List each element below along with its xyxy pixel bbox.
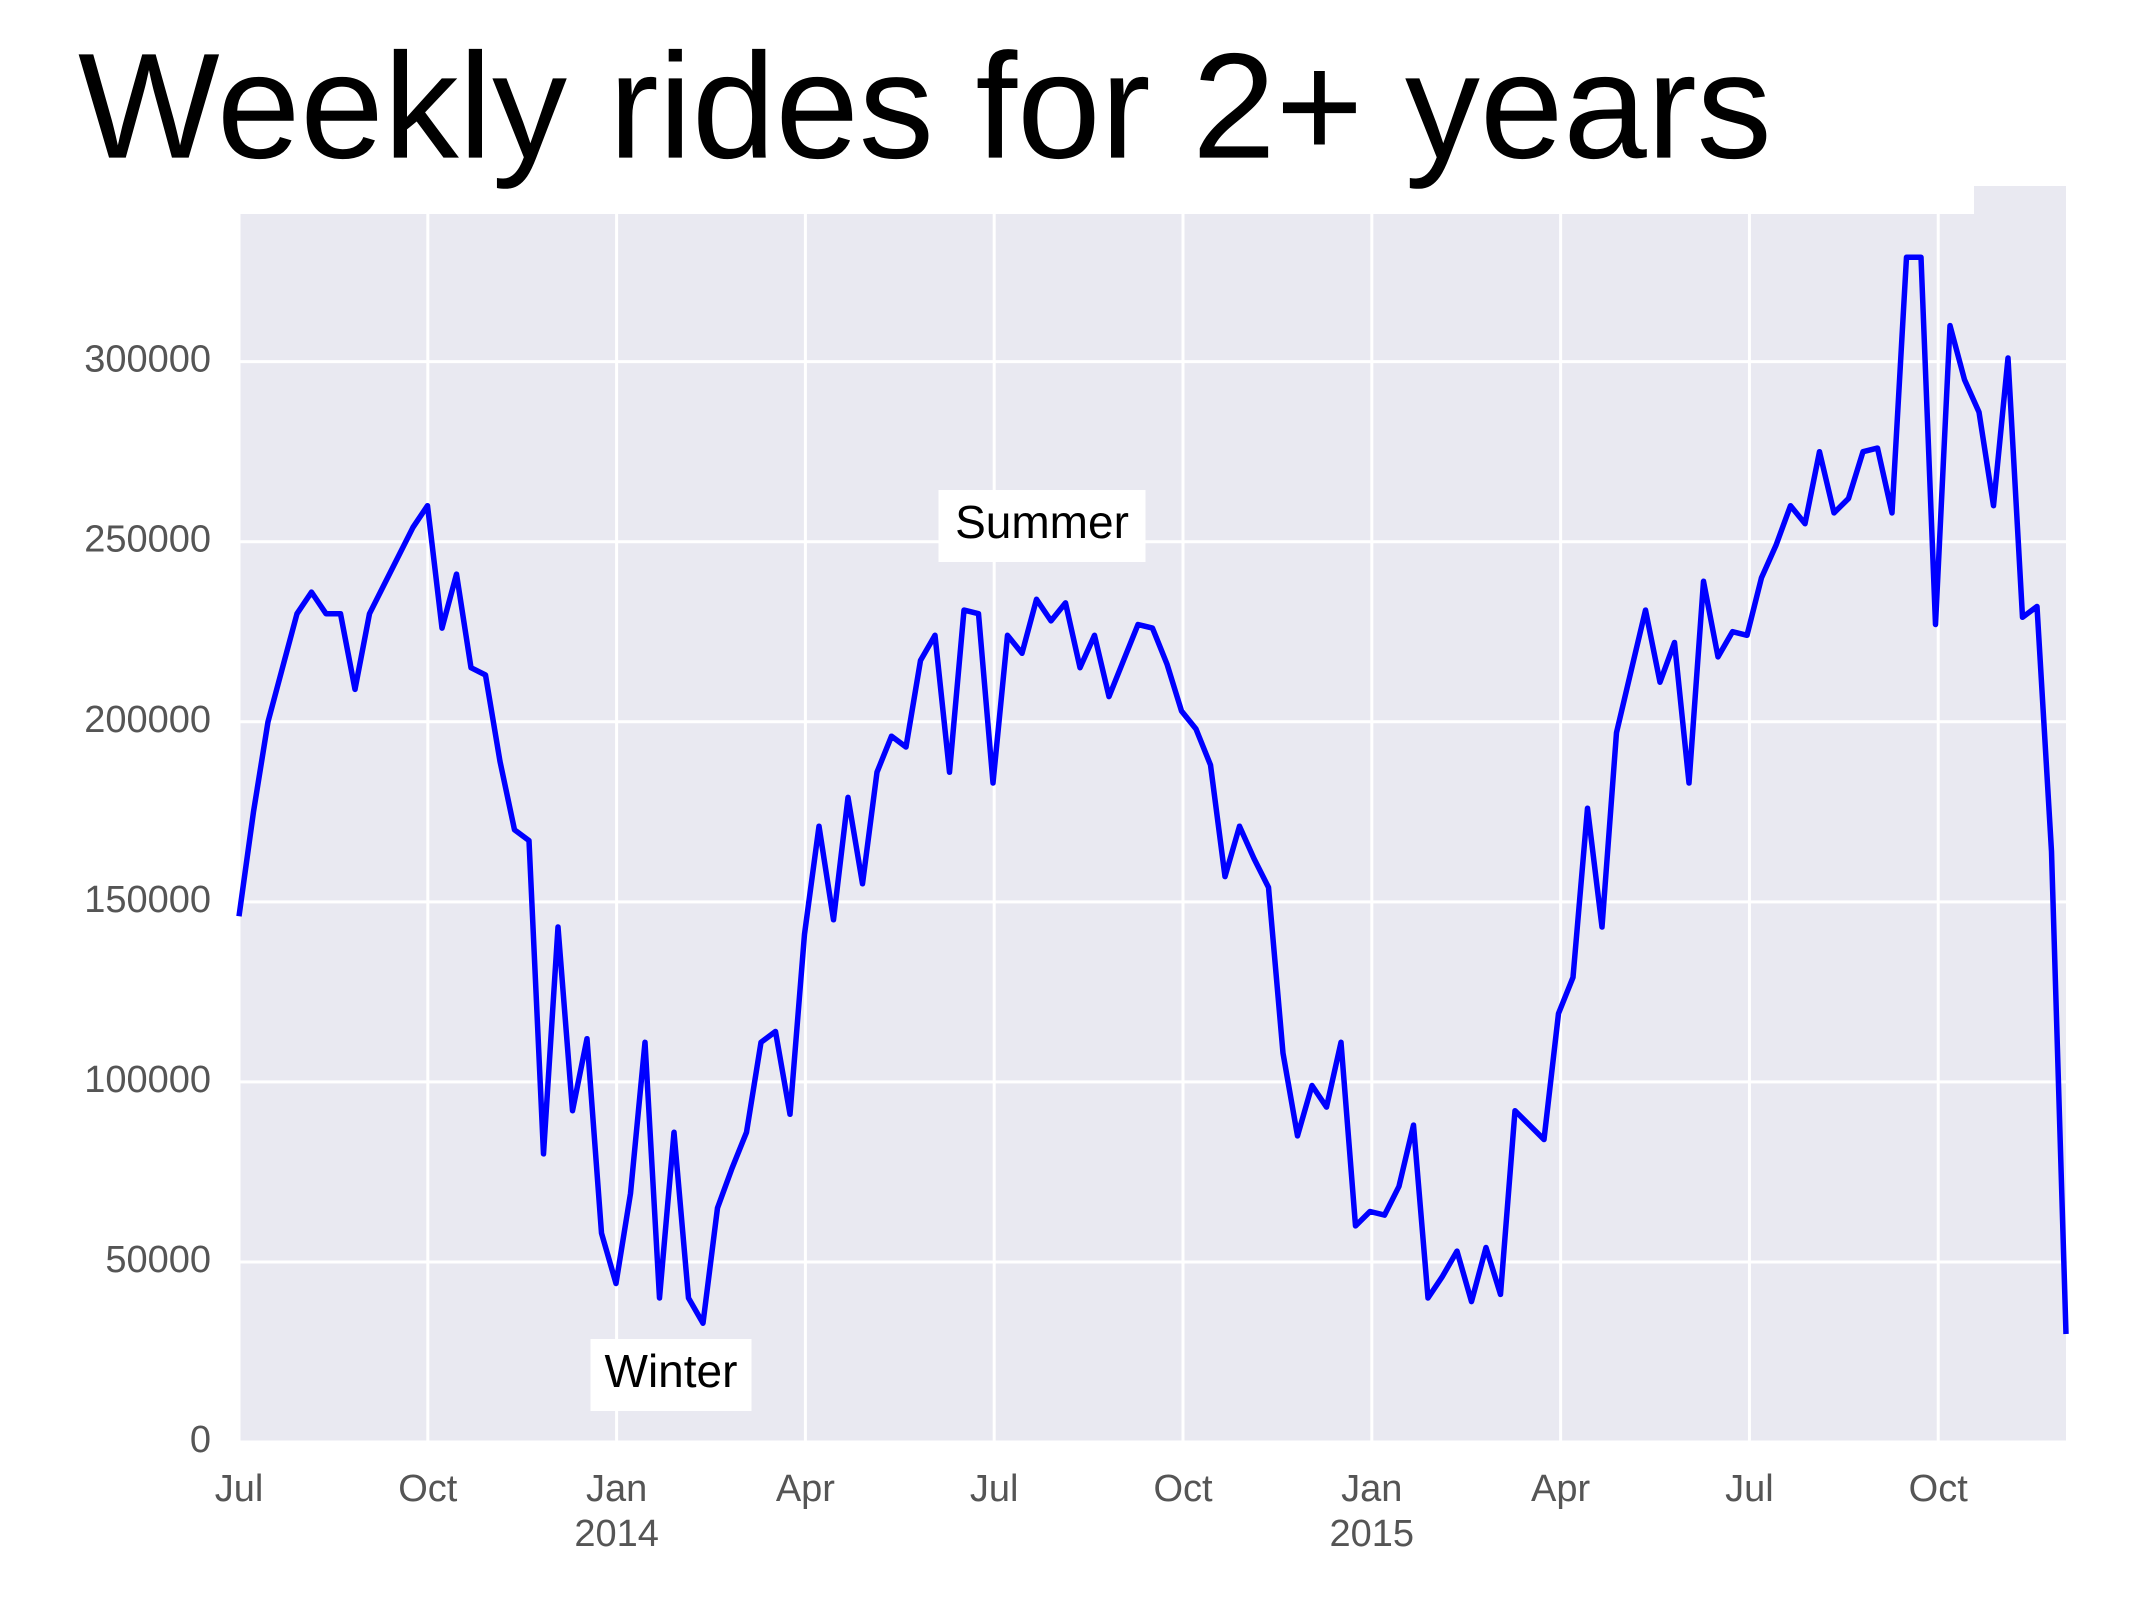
plot-background	[239, 186, 2066, 1442]
annotation-box	[590, 1339, 752, 1411]
y-tick-label: 200000	[84, 699, 211, 741]
annotation: Summer	[955, 496, 1129, 548]
x-tick-label: Apr	[776, 1468, 835, 1510]
x-tick-label: Jul	[1725, 1468, 1774, 1510]
y-tick-label: 300000	[84, 339, 211, 381]
x-tick-label: Oct	[1153, 1468, 1213, 1510]
annotation-box	[938, 490, 1146, 562]
x-tick-label: Jan	[1341, 1468, 1402, 1510]
y-tick-label: 150000	[84, 879, 211, 921]
data-line	[236, 254, 2069, 1335]
annotation: Winter	[605, 1345, 738, 1397]
y-tick-label: 250000	[84, 519, 211, 561]
x-year-label: 2014	[574, 1513, 659, 1555]
x-year-label: 2015	[1330, 1513, 1415, 1555]
x-tick-label: Oct	[1909, 1468, 1969, 1510]
y-tick-label: 50000	[105, 1239, 211, 1281]
x-tick-label: Apr	[1531, 1468, 1590, 1510]
y-tick-label: 100000	[84, 1059, 211, 1101]
x-tick-label: Oct	[398, 1468, 458, 1510]
x-tick-label: Jul	[970, 1468, 1019, 1510]
x-tick-label: Jan	[586, 1468, 647, 1510]
chart-title: Weekly rides for 2+ years	[78, 22, 1772, 190]
x-tick-label: Jul	[215, 1468, 264, 1510]
title-background	[0, 0, 1974, 214]
y-tick-label: 0	[190, 1419, 211, 1461]
